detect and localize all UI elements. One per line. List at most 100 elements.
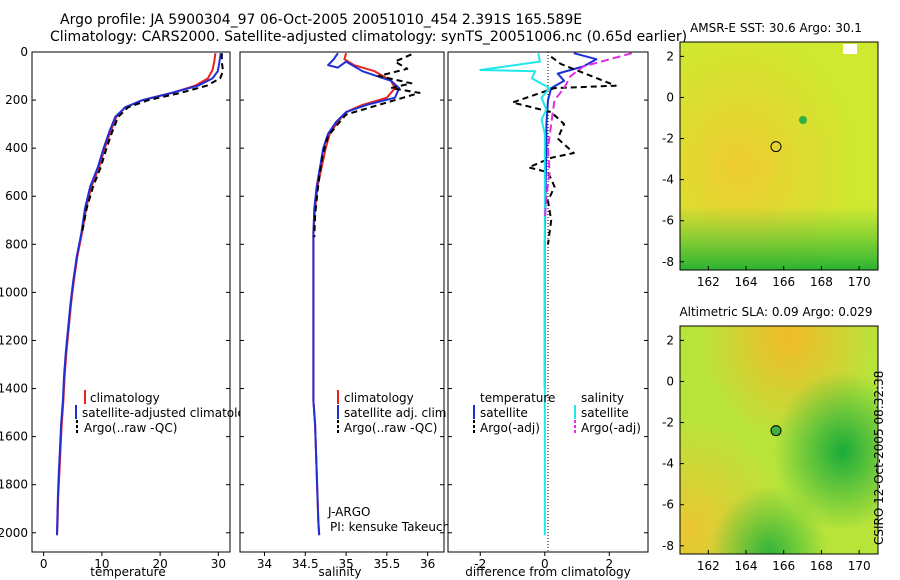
y-tick-label: 200 (5, 93, 28, 107)
temperature-xlabel: temperature (90, 565, 165, 579)
lat-tick-label: -8 (662, 539, 674, 553)
y-tick-label: 1200 (0, 333, 28, 347)
y-tick-label: 0 (20, 45, 28, 59)
x-tick-label: 34 (257, 557, 272, 571)
legend-sat-adj-clim: satellite adj. clim. (344, 406, 450, 420)
x-tick-label: 10 (94, 557, 109, 571)
lat-tick-label: -6 (662, 214, 674, 228)
figure-title-line1: Argo profile: JA 5900304_97 06-Oct-2005 … (60, 12, 583, 28)
salinity-panel: 34 34.5 35 35.5 36 climatology satellite adj… (239, 51, 453, 579)
difference-y-ticks (448, 51, 648, 534)
salinity-legend: climatology satellite adj. clim. Argo(..… (337, 390, 450, 435)
lat-tick-label: 0 (666, 374, 674, 388)
y-tick-label: 400 (5, 141, 28, 155)
salinity-y-ticks (240, 51, 444, 534)
lon-tick-label: 168 (810, 559, 833, 573)
sst-cool-spot (799, 116, 807, 124)
sst-lat-axis: 2 0 -2 -4 -6 -8 (662, 49, 684, 269)
legend-sal-satellite: satellite (581, 406, 629, 420)
argo-position-marker (770, 425, 782, 437)
sla-lon-axis: 162 164 166 168 170 (697, 550, 871, 573)
lon-tick-label: 170 (848, 275, 871, 289)
sst-lon-axis: 162 164 166 168 170 (697, 266, 871, 289)
series-line-satellite-adjusted-climatology (56, 53, 222, 536)
x-tick-label: -2 (474, 557, 486, 571)
sst-map-panel: AMSR-E SST: 30.6 Argo: 30.1 162 164 166 168… (662, 21, 879, 289)
legend-salinity-heading: salinity (581, 391, 624, 405)
legend-temp-argo: Argo(-adj) (480, 421, 540, 435)
temperature-legend: climatology satellite-adjusted climatolo… (75, 390, 260, 435)
x-tick-label: 36 (420, 557, 435, 571)
y-tick-label: 2000 (0, 526, 28, 540)
salinity-x-axis: 34 34.5 35 35.5 36 (257, 552, 435, 571)
legend-argo-raw: Argo(..raw -QC) (344, 421, 437, 435)
sst-map-title: AMSR-E SST: 30.6 Argo: 30.1 (690, 21, 862, 35)
y-tick-label: 1400 (0, 382, 28, 396)
lon-tick-label: 162 (697, 559, 720, 573)
sla-low-region-south (680, 326, 878, 554)
series-line-temperature-argo-adj- (511, 55, 617, 245)
series-line-salinity-satellite (479, 53, 551, 536)
lon-tick-label: 166 (772, 275, 795, 289)
lat-tick-label: -4 (662, 457, 674, 471)
sst-map-frame (679, 41, 879, 271)
legend-argo-raw: Argo(..raw -QC) (84, 421, 177, 435)
pi-label: PI: kensuke Takeuchi (330, 520, 453, 534)
lon-tick-label: 170 (848, 559, 871, 573)
figure-title-line2: Climatology: CARS2000. Satellite-adjuste… (50, 29, 688, 45)
temperature-axes-frame (31, 51, 231, 553)
legend-sat-adj-climatology: satellite-adjusted climatology (82, 406, 260, 420)
lat-tick-label: -8 (662, 255, 674, 269)
lon-tick-label: 164 (735, 559, 758, 573)
lon-tick-label: 168 (810, 275, 833, 289)
difference-xlabel: difference from climatology (465, 565, 631, 579)
temperature-panel: 0 200 400 600 800 1000 1200 1400 1600 1800 2000 0 1… (0, 45, 260, 579)
difference-legend: temperature satellite Argo(-adj) salinit… (473, 391, 641, 435)
x-tick-label: 20 (152, 557, 167, 571)
sst-cool-region (680, 42, 878, 270)
lat-tick-label: -4 (662, 173, 674, 187)
sla-map-frame (679, 325, 879, 555)
series-line-salinity-argo-adj- (543, 52, 633, 221)
x-tick-label: 0 (541, 557, 549, 571)
legend-sal-argo: Argo(-adj) (581, 421, 641, 435)
x-tick-label: 35.5 (374, 557, 401, 571)
timestamp-stamp: CSIRO 12-Oct-2005 08:32:38 (872, 370, 886, 545)
temperature-x-axis: 0 10 20 30 (40, 552, 226, 571)
salinity-lines (312, 52, 421, 536)
legend-temperature-heading: temperature (480, 391, 555, 405)
legend-climatology: climatology (344, 391, 414, 405)
lat-tick-label: -6 (662, 498, 674, 512)
salinity-axes-frame (239, 51, 445, 553)
sla-lat-axis: 2 0 -2 -4 -6 -8 (662, 333, 684, 553)
lat-tick-label: -2 (662, 416, 674, 430)
y-tick-label: 1000 (0, 285, 28, 299)
sst-missing-data (843, 44, 857, 54)
x-tick-label: 30 (211, 557, 226, 571)
x-tick-label: 2 (605, 557, 613, 571)
temperature-lines (56, 53, 224, 536)
difference-panel: -2 0 2 temperature satellite Argo(-adj) sa… (447, 51, 649, 579)
y-tick-label: 600 (5, 189, 28, 203)
series-line-satellite-adj-clim- (312, 52, 401, 536)
x-tick-label: 34.5 (292, 557, 319, 571)
lat-tick-label: 2 (666, 49, 674, 63)
x-tick-label: 35 (338, 557, 353, 571)
y-tick-label: 1600 (0, 430, 28, 444)
program-label: J-ARGO (327, 505, 370, 519)
series-line-argo-raw-qc- (81, 53, 224, 233)
y-tick-label: 1800 (0, 478, 28, 492)
lon-tick-label: 166 (772, 559, 795, 573)
legend-temp-satellite: satellite (480, 406, 528, 420)
lon-tick-label: 164 (735, 275, 758, 289)
sla-map-title: Altimetric SLA: 0.09 Argo: 0.029 (679, 305, 872, 319)
legend-climatology: climatology (90, 391, 160, 405)
difference-x-axis: -2 0 2 (474, 552, 613, 571)
y-tick-label: 800 (5, 237, 28, 251)
lat-tick-label: -2 (662, 132, 674, 146)
salinity-xlabel: salinity (318, 565, 361, 579)
lon-tick-label: 162 (697, 275, 720, 289)
difference-lines (479, 52, 633, 536)
argo-position-marker (770, 141, 782, 153)
